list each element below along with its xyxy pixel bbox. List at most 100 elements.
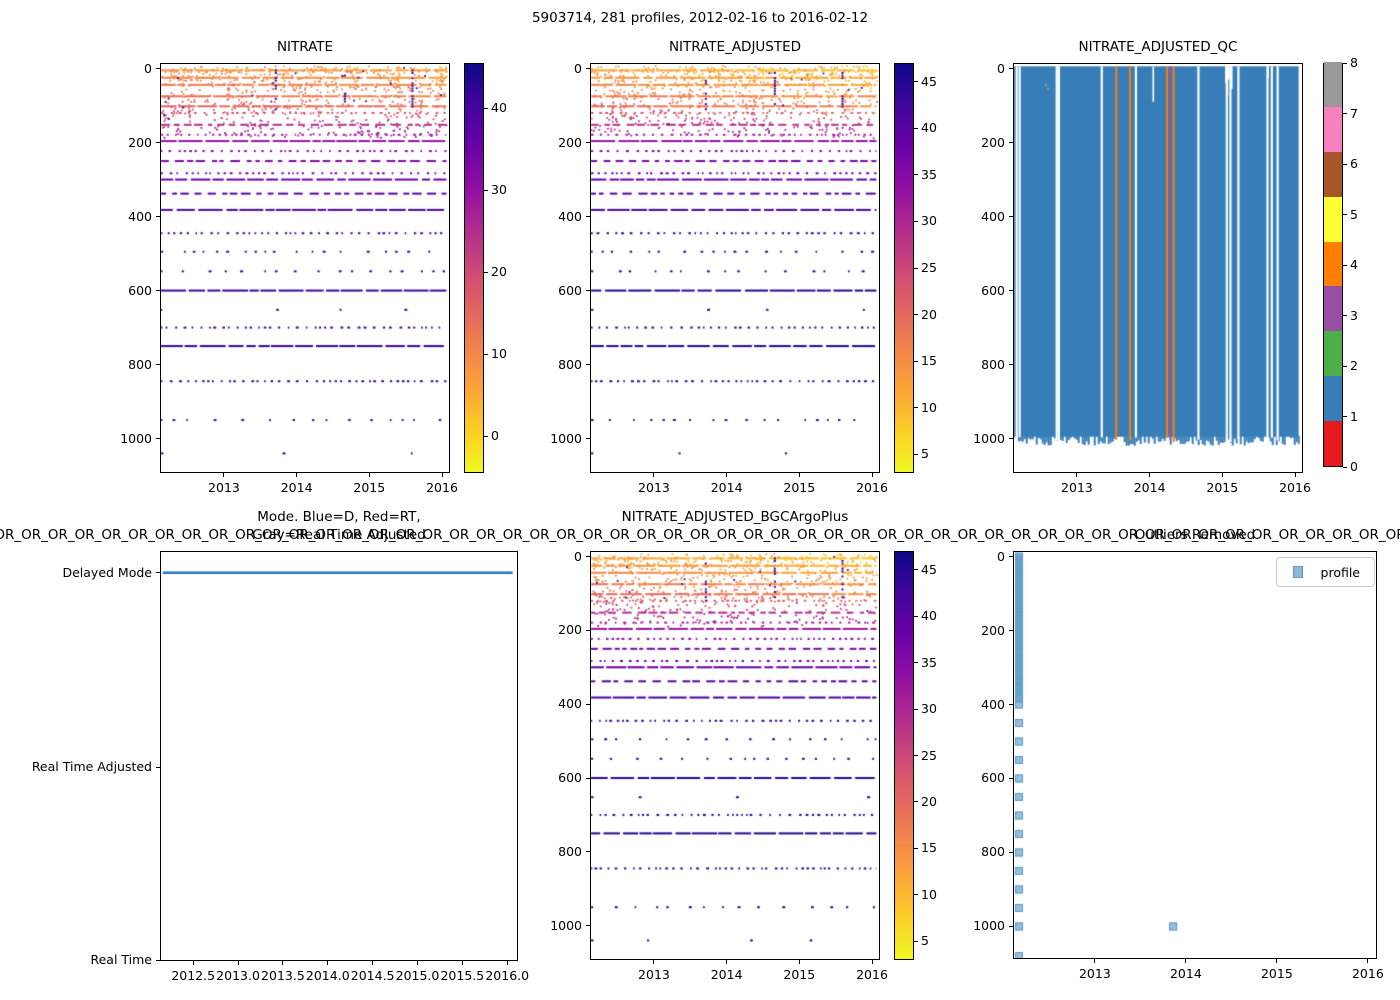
colorbar-tick-mark [1343, 113, 1347, 114]
colorbar-tick-mark [914, 81, 918, 83]
qc-flag-segment-3 [1324, 286, 1342, 332]
y-tick-label: 1000 [973, 918, 1005, 934]
colorbar-tick-mark [914, 267, 918, 269]
colorbar-tick-label: 25 [921, 260, 937, 275]
qc-flag-segment-2 [1324, 331, 1342, 377]
bgcargoplus-title: NITRATE_ADJUSTED_BGCArgoPlus [621, 509, 849, 525]
y-tick-mark [156, 68, 160, 70]
x-tick-mark [296, 473, 298, 477]
x-tick-mark [192, 961, 194, 965]
y-tick-mark [586, 438, 590, 440]
y-tick-mark [586, 703, 590, 705]
colorbar-tick-label: 30 [491, 182, 507, 198]
y-tick-label: 400 [128, 208, 152, 224]
y-tick-label: 800 [128, 356, 152, 372]
y-tick-label: Real Time Adjusted [31, 759, 152, 775]
y-tick-label: 400 [981, 208, 1005, 224]
y-tick-label: 600 [558, 282, 582, 298]
nitrate-colorbar [464, 63, 484, 473]
figure-title: 5903714, 281 profiles, 2012-02-16 to 201… [531, 10, 869, 26]
x-tick-mark [653, 960, 655, 964]
legend: profile [1276, 557, 1375, 587]
legend-label: profile [1320, 564, 1360, 580]
colorbar-tick-label: 5 [921, 446, 929, 462]
y-tick-mark [1009, 704, 1013, 705]
qc-flag-segment-5 [1324, 196, 1342, 242]
y-tick-mark [156, 290, 160, 292]
colorbar-tick-label: 10 [921, 886, 937, 902]
x-tick-label: 2013.0 [216, 968, 260, 983]
x-tick-mark [1094, 959, 1096, 963]
x-tick-mark [726, 960, 728, 964]
y-tick-mark [586, 777, 590, 779]
y-tick-mark [586, 629, 590, 631]
colorbar-tick-label: 45 [921, 561, 937, 577]
y-tick-label: 400 [981, 696, 1005, 712]
colorbar-tick-label: 10 [491, 346, 507, 362]
x-tick-mark [372, 961, 374, 965]
nitrate-plot-canvas [160, 63, 450, 473]
y-tick-label: 800 [558, 843, 582, 859]
mode-plot-canvas [160, 551, 518, 961]
colorbar-tick-label: 15 [921, 840, 937, 856]
x-tick-label: 2016.0 [485, 968, 530, 983]
nitrate-adjusted-colorbar [894, 63, 914, 473]
y-tick-label: 1000 [120, 430, 152, 446]
colorbar-tick-mark [484, 353, 488, 355]
y-tick-label: 200 [981, 134, 1005, 150]
colorbar-tick-mark [914, 662, 918, 664]
colorbar-tick-mark [1343, 214, 1347, 215]
qc-flag-segment-1 [1324, 376, 1342, 422]
y-tick-mark [1009, 777, 1013, 779]
y-tick-mark [1009, 851, 1013, 853]
y-tick-label: 1000 [973, 430, 1005, 446]
mode-title-line2: Gray=Real Time Adjusted [252, 527, 426, 543]
colorbar-tick-mark [484, 107, 488, 109]
bgcargoplus-plot-canvas [590, 551, 880, 960]
x-tick-label: 2015 [1260, 966, 1293, 981]
y-tick-label: 600 [128, 282, 152, 298]
x-tick-label: 2016 [426, 480, 458, 495]
colorbar-tick-mark [914, 801, 918, 803]
colorbar-tick-label: 40 [921, 120, 937, 136]
x-tick-label: 2012.5 [171, 968, 216, 983]
x-tick-mark [726, 473, 728, 477]
x-tick-label: 2014 [1133, 480, 1166, 495]
x-tick-mark [223, 473, 225, 477]
mode-title-line1: Mode. Blue=D, Red=RT, [257, 509, 421, 525]
y-tick-label: 0 [997, 60, 1005, 76]
x-tick-mark [1221, 473, 1223, 477]
x-tick-mark [368, 473, 370, 477]
y-tick-label: 0 [144, 60, 152, 76]
colorbar-tick-mark [484, 271, 488, 273]
colorbar-tick-label: 45 [921, 73, 937, 89]
x-tick-label: 2013.5 [261, 968, 305, 983]
y-tick-mark [586, 556, 590, 558]
colorbar-tick-mark [914, 360, 918, 362]
colorbar-tick-mark [914, 847, 918, 849]
x-tick-label: 2016 [1351, 966, 1384, 981]
colorbar-tick-mark [914, 407, 918, 409]
y-tick-mark [156, 142, 160, 144]
x-tick-label: 2013 [638, 480, 670, 495]
colorbar-tick-label: 20 [921, 306, 937, 322]
y-tick-mark [1009, 216, 1013, 218]
y-tick-mark [586, 142, 590, 144]
colorbar-tick-label: 10 [921, 399, 937, 415]
y-tick-label: 1000 [550, 917, 582, 933]
y-tick-label: 800 [558, 356, 582, 372]
x-tick-label: 2016 [856, 480, 888, 495]
y-tick-mark [156, 572, 160, 574]
colorbar-tick-mark [914, 220, 918, 222]
x-tick-label: 2015 [1206, 480, 1239, 495]
x-tick-label: 2014 [710, 967, 743, 982]
y-tick-mark [1009, 142, 1013, 144]
colorbar-tick-label: 1 [1350, 408, 1358, 424]
nitrate-adjusted-qc-plot-canvas [1013, 63, 1303, 473]
y-tick-label: 400 [558, 696, 582, 712]
colorbar-tick-mark [1343, 365, 1347, 367]
y-tick-label: 600 [558, 770, 582, 786]
colorbar-tick-label: 40 [921, 608, 937, 624]
y-tick-label: 0 [574, 548, 582, 564]
